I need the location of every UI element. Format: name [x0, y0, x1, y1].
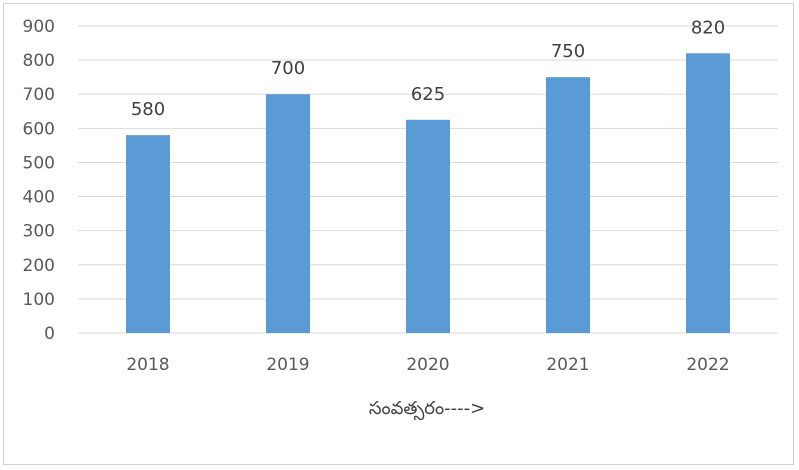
y-tick-label: 700 — [23, 85, 55, 105]
data-label: 750 — [551, 41, 585, 62]
y-tick-label: 800 — [23, 51, 55, 71]
data-label: 700 — [271, 58, 305, 79]
x-tick-label: 2019 — [266, 355, 309, 375]
y-tick-label: 200 — [23, 256, 55, 276]
bar-2018 — [126, 135, 170, 333]
x-tick-label: 2022 — [686, 355, 729, 375]
bar-2022 — [686, 53, 730, 334]
bar-2020 — [406, 119, 450, 333]
y-tick-label: 100 — [23, 290, 55, 310]
y-tick-label: 900 — [23, 17, 55, 37]
y-tick-label: 300 — [23, 222, 55, 242]
y-axis-ticks: 0 100 200 300 400 500 600 700 800 900 — [23, 17, 55, 344]
data-labels: 580 700 625 750 820 — [131, 17, 725, 120]
x-tick-label: 2018 — [126, 355, 169, 375]
gridlines — [78, 25, 778, 334]
y-tick-label: 500 — [23, 153, 55, 173]
y-tick-label: 400 — [23, 188, 55, 208]
y-tick-label: 0 — [44, 324, 55, 344]
bar-2019 — [266, 94, 310, 333]
bar-2021 — [546, 77, 590, 334]
data-label: 580 — [131, 99, 165, 120]
data-label: 820 — [691, 17, 725, 38]
data-label: 625 — [411, 84, 445, 105]
x-tick-label: 2020 — [406, 355, 449, 375]
x-axis-title: సంవత్సరం----> — [369, 398, 485, 421]
x-tick-label: 2021 — [546, 355, 589, 375]
bars — [126, 53, 730, 334]
y-tick-label: 600 — [23, 119, 55, 139]
x-axis-ticks: 2018 2019 2020 2021 2022 — [126, 355, 729, 375]
